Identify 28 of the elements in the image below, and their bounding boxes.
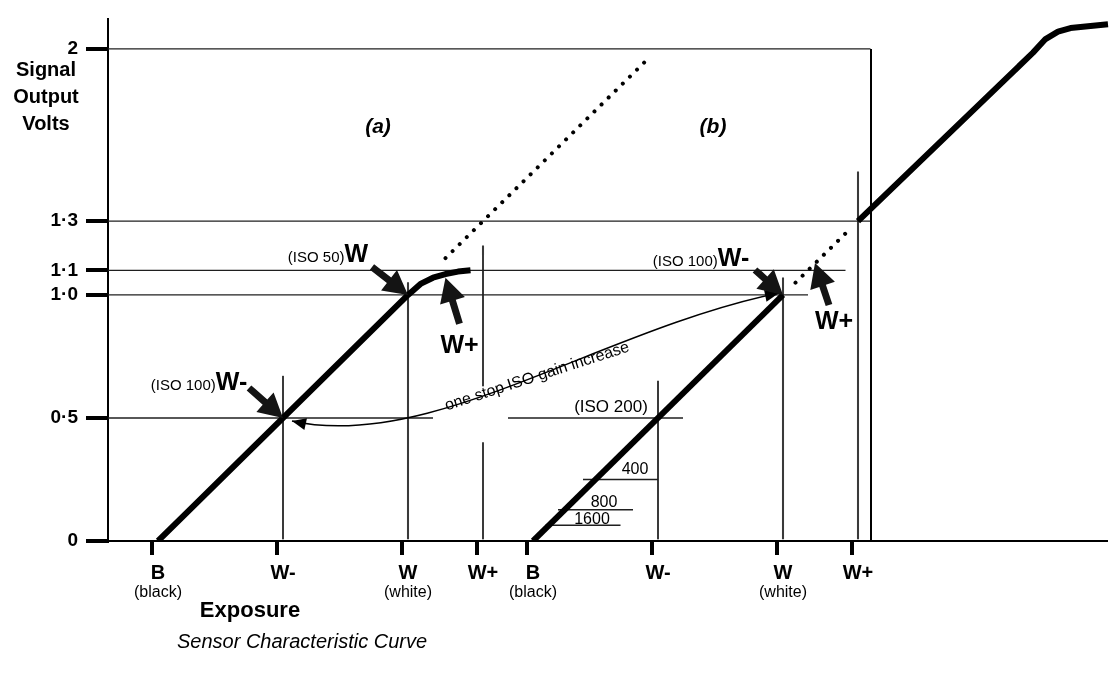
annotation: (ISO 50)W — [287, 238, 369, 267]
x-axis-title: Exposure — [199, 597, 301, 622]
x-tick-label: W+ — [467, 560, 499, 583]
x-tick-label: W+ — [842, 560, 874, 583]
annotation: (b) — [699, 113, 727, 137]
annotation: W+ — [814, 305, 854, 334]
y-tick-label: 0 — [67, 529, 78, 551]
annotation: (ISO 100)W- — [652, 242, 750, 271]
annotation: 1600 — [574, 510, 610, 527]
y-tick-label: 2 — [67, 37, 78, 59]
text: Sensor Characteristic Curve — [176, 630, 428, 652]
y-tick-label: 1·1 — [50, 258, 79, 280]
annotation: (ISO 100)W- — [150, 366, 248, 395]
y-axis-title: Signal Output Volts — [13, 56, 79, 136]
y-tick-label: 1·3 — [50, 209, 78, 231]
y-tick-label: 0·5 — [50, 406, 79, 428]
annotation: W+ — [440, 329, 479, 358]
x-tick-label: W- — [270, 560, 296, 583]
x-tick-label: W (white) — [383, 560, 433, 601]
annotation: (a) — [365, 113, 391, 137]
annotation: 400 — [621, 460, 649, 477]
x-tick-label: W- — [645, 560, 671, 583]
annotation: 800 — [590, 493, 618, 510]
x-tick-label: B (black) — [133, 560, 183, 601]
x-tick-label: B (black) — [508, 560, 558, 601]
x-tick-label: W (white) — [758, 560, 808, 601]
y-tick-label: 1·0 — [50, 283, 78, 305]
annotation: (ISO 200) — [574, 396, 648, 416]
